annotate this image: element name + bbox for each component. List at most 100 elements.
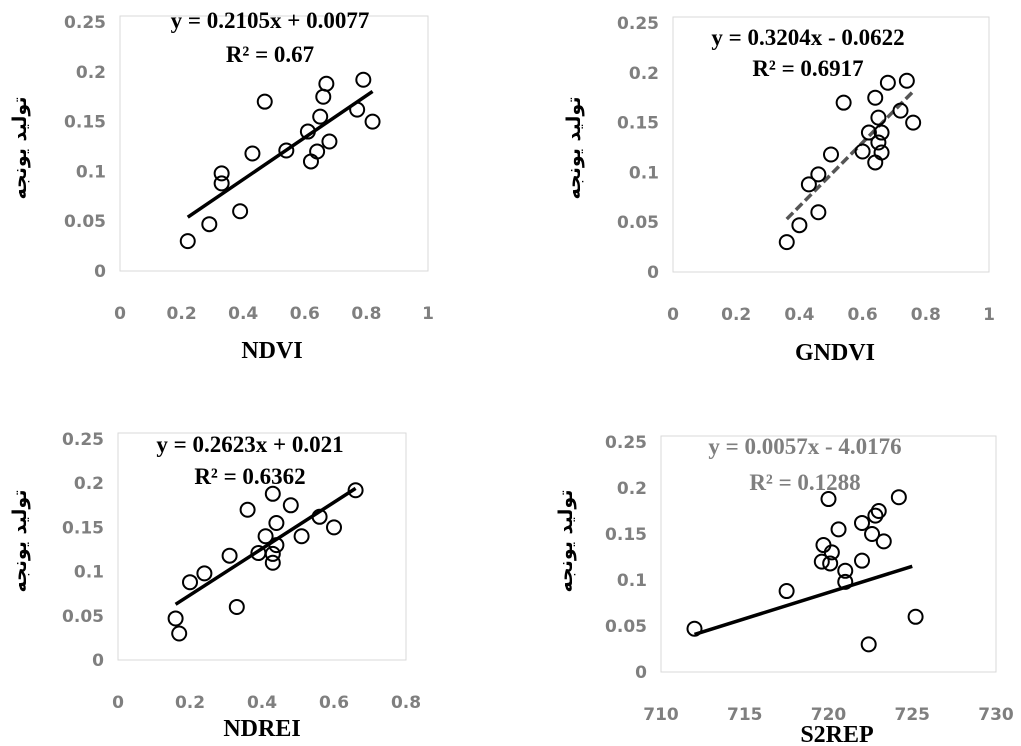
y-tick-label: 0.05 bbox=[617, 213, 659, 233]
data-point bbox=[867, 89, 884, 106]
y-tick-label: 0.25 bbox=[617, 14, 659, 34]
y-tick-label: 0 bbox=[94, 262, 106, 282]
x-tick-label: 0.4 bbox=[228, 304, 258, 324]
data-point bbox=[326, 519, 342, 536]
data-point bbox=[239, 501, 256, 518]
data-point bbox=[830, 521, 847, 538]
data-point bbox=[860, 636, 877, 653]
y-axis-label: تولید یونجه bbox=[9, 97, 31, 200]
x-tick-label: 0.2 bbox=[167, 304, 197, 324]
gndvi-plot: 0 0.05 0.1 0.15 0.2 0.25 0 0.2 0.4 0.6 0.8 1 y = 0.3… bbox=[563, 14, 995, 366]
r-squared: R² = 0.67 bbox=[226, 42, 314, 67]
r-squared: R² = 0.6917 bbox=[752, 56, 863, 81]
x-axis-label: GNDVI bbox=[795, 340, 875, 366]
data-point bbox=[822, 555, 839, 572]
data-point bbox=[879, 74, 896, 91]
data-point bbox=[355, 71, 372, 88]
data-point bbox=[820, 491, 837, 508]
y-tick-label: 0 bbox=[635, 663, 647, 683]
data-point bbox=[264, 554, 281, 571]
y-tick-label: 0.2 bbox=[629, 64, 659, 84]
data-point bbox=[179, 233, 196, 250]
data-point bbox=[892, 102, 909, 119]
data-point bbox=[905, 114, 922, 131]
regression-equation: y = 0.2105x + 0.0077 bbox=[171, 8, 370, 33]
data-point bbox=[870, 109, 887, 126]
data-point bbox=[800, 176, 817, 193]
y-tick-label: 0.1 bbox=[76, 162, 106, 182]
x-tick-label: 0.4 bbox=[784, 305, 814, 325]
data-point bbox=[299, 123, 316, 140]
y-tick-label: 0.05 bbox=[64, 212, 106, 232]
data-point bbox=[823, 544, 840, 561]
data-point bbox=[860, 124, 877, 141]
data-point bbox=[815, 537, 832, 554]
regression-equation: y = 0.2623x + 0.021 bbox=[156, 432, 343, 457]
y-tick-label: 0.1 bbox=[629, 163, 659, 183]
data-point bbox=[870, 134, 887, 151]
data-point bbox=[232, 203, 249, 220]
chart-s2rep: 0 0.05 0.1 0.15 0.2 0.25 710 715 720 725 730 y = 0.… bbox=[500, 420, 1021, 746]
y-tick-label: 0.25 bbox=[64, 13, 106, 33]
x-tick-label: 730 bbox=[978, 705, 1014, 725]
data-point bbox=[213, 175, 230, 192]
y-tick-label: 0 bbox=[647, 263, 659, 283]
data-point bbox=[835, 94, 852, 111]
data-point bbox=[810, 166, 827, 183]
data-point bbox=[873, 144, 890, 161]
x-tick-label: 0.6 bbox=[319, 693, 349, 713]
data-point bbox=[182, 574, 198, 591]
r-squared: R² = 0.1288 bbox=[749, 470, 860, 495]
data-point bbox=[278, 142, 295, 159]
data-point bbox=[778, 234, 795, 251]
y-tick-label: 0.05 bbox=[62, 607, 104, 627]
data-point bbox=[264, 545, 281, 562]
x-tick-label: 0.8 bbox=[351, 304, 381, 324]
plot-area bbox=[117, 432, 407, 661]
trendline bbox=[693, 564, 913, 637]
data-point bbox=[791, 217, 808, 234]
s2rep-plot: 0 0.05 0.1 0.15 0.2 0.25 710 715 720 725 730 y = 0.… bbox=[555, 433, 1014, 746]
y-tick-label: 0.25 bbox=[605, 433, 647, 453]
data-point bbox=[813, 553, 830, 570]
data-point bbox=[228, 598, 245, 615]
data-point bbox=[213, 165, 230, 182]
data-point bbox=[907, 608, 924, 625]
data-point bbox=[268, 537, 285, 554]
ndrei-plot: 0 0.05 0.1 0.15 0.2 0.25 0 0.2 0.4 0.6 0.8 y = 0.26… bbox=[9, 430, 421, 742]
y-tick-label: 0.15 bbox=[617, 114, 659, 134]
y-tick-label: 0.25 bbox=[62, 430, 104, 450]
ndvi-plot: 0 0.05 0.1 0.15 0.2 0.25 0 0.2 0.4 0.6 0.8 1 y = 0.2… bbox=[9, 8, 434, 364]
data-point bbox=[268, 514, 285, 531]
plot-area bbox=[660, 435, 997, 673]
data-point bbox=[898, 72, 915, 89]
data-point bbox=[364, 113, 381, 130]
x-tick-label: 720 bbox=[811, 705, 847, 725]
data-point bbox=[311, 508, 328, 525]
trendline bbox=[785, 90, 915, 221]
data-point bbox=[318, 75, 335, 92]
x-tick-label: 0.6 bbox=[848, 305, 878, 325]
regression-equation: y = 0.3204x - 0.0622 bbox=[711, 25, 904, 50]
data-point bbox=[867, 507, 884, 524]
x-tick-label: 715 bbox=[727, 705, 763, 725]
data-point bbox=[864, 526, 881, 542]
y-tick-label: 0.05 bbox=[605, 617, 647, 637]
data-point bbox=[870, 503, 887, 519]
regression-equation: y = 0.0057x - 4.0176 bbox=[708, 434, 901, 459]
x-axis-label: S2REP bbox=[800, 722, 873, 746]
data-point bbox=[244, 145, 261, 162]
data-point bbox=[221, 547, 238, 564]
x-tick-label: 0.8 bbox=[911, 305, 941, 325]
trendline bbox=[174, 486, 357, 606]
y-axis-label: تولید یونجه bbox=[555, 490, 577, 593]
x-tick-label: 0.2 bbox=[721, 305, 751, 325]
y-axis-label: تولید یونجه bbox=[9, 490, 31, 593]
x-tick-label: 0 bbox=[112, 693, 124, 713]
x-tick-label: 0.4 bbox=[247, 693, 277, 713]
x-tick-label: 0.2 bbox=[175, 693, 205, 713]
data-point bbox=[321, 133, 338, 150]
data-point bbox=[867, 154, 884, 171]
data-point bbox=[837, 573, 854, 590]
x-tick-label: 1 bbox=[422, 304, 434, 324]
